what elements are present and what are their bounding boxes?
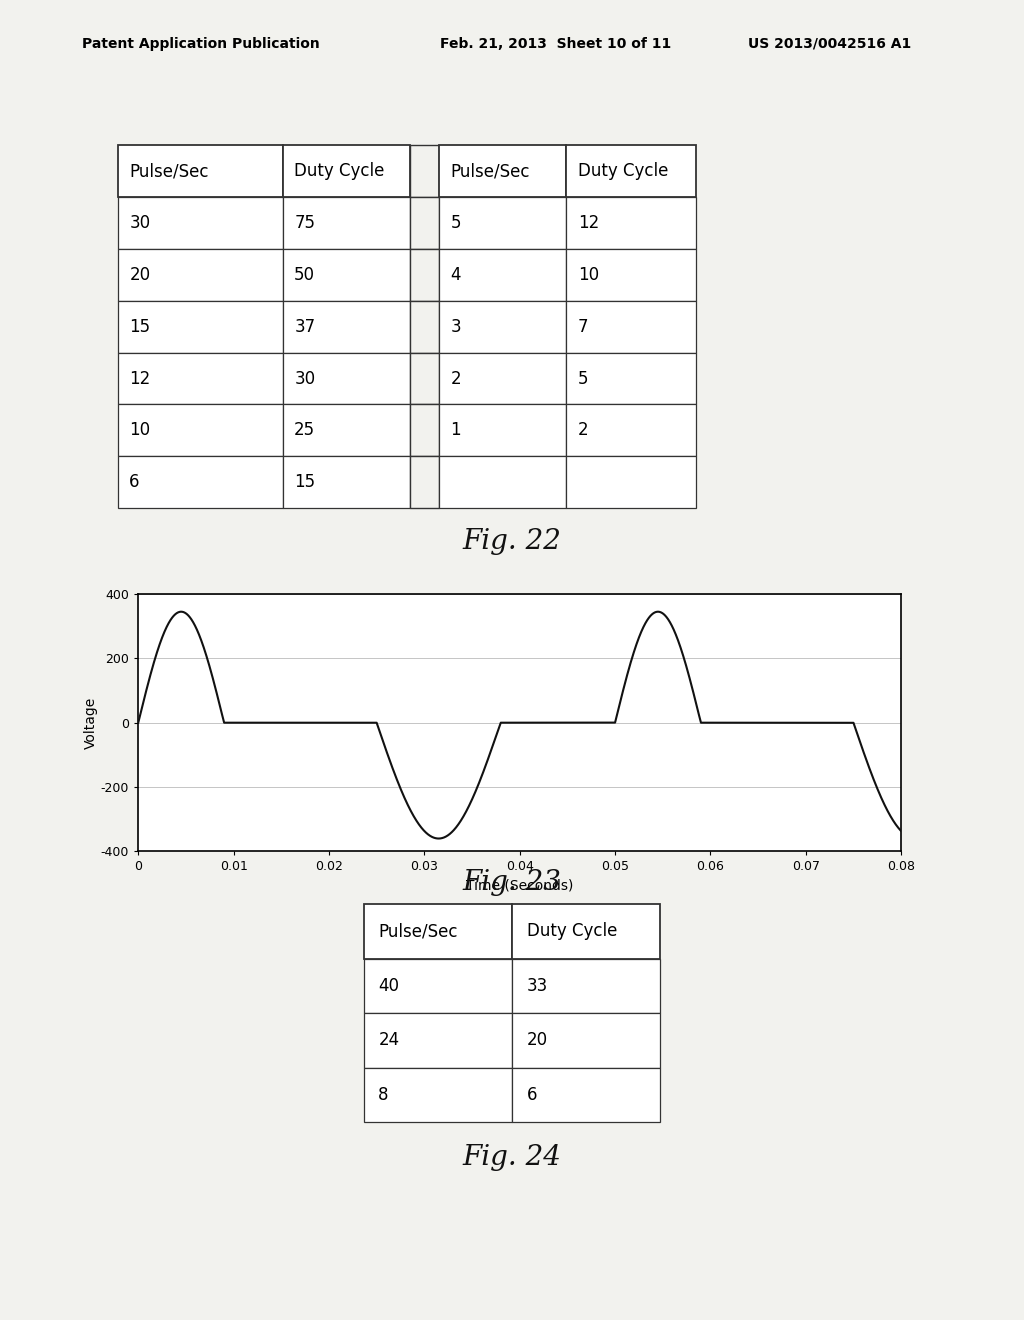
Text: 33: 33	[526, 977, 548, 995]
Bar	[566, 457, 696, 508]
Bar	[410, 249, 439, 301]
Text: 10: 10	[129, 421, 151, 440]
Text: 4: 4	[451, 265, 461, 284]
Bar	[410, 145, 439, 197]
Bar	[364, 1014, 512, 1068]
Bar	[118, 404, 283, 457]
Text: 2: 2	[451, 370, 461, 388]
Text: 6: 6	[129, 474, 140, 491]
Bar	[364, 1068, 512, 1122]
Text: 15: 15	[294, 474, 315, 491]
Text: 5: 5	[451, 214, 461, 232]
Text: 1: 1	[451, 421, 461, 440]
Bar	[410, 301, 439, 352]
Bar	[410, 404, 439, 457]
Bar	[512, 904, 660, 958]
Bar	[283, 249, 410, 301]
Bar	[410, 352, 439, 404]
Text: 12: 12	[129, 370, 151, 388]
Bar	[283, 352, 410, 404]
Text: 40: 40	[379, 977, 399, 995]
Bar	[439, 301, 566, 352]
Bar	[410, 457, 439, 508]
Bar	[118, 352, 283, 404]
Bar	[512, 1014, 660, 1068]
Text: 6: 6	[526, 1086, 538, 1104]
Text: Fig. 23: Fig. 23	[463, 869, 561, 895]
Bar	[364, 958, 512, 1014]
Text: 15: 15	[129, 318, 151, 335]
Text: 24: 24	[379, 1031, 399, 1049]
Bar	[439, 457, 566, 508]
Bar	[118, 249, 283, 301]
Bar	[512, 958, 660, 1014]
Text: 8: 8	[379, 1086, 389, 1104]
Bar	[566, 404, 696, 457]
Text: Feb. 21, 2013  Sheet 10 of 11: Feb. 21, 2013 Sheet 10 of 11	[440, 37, 672, 51]
Bar	[439, 352, 566, 404]
Bar	[283, 404, 410, 457]
Text: US 2013/0042516 A1: US 2013/0042516 A1	[748, 37, 910, 51]
Y-axis label: Voltage: Voltage	[84, 697, 98, 748]
X-axis label: Time (Seconds): Time (Seconds)	[466, 879, 573, 894]
Text: 2: 2	[578, 421, 589, 440]
Text: 30: 30	[129, 214, 151, 232]
Bar	[118, 197, 283, 249]
Text: Pulse/Sec: Pulse/Sec	[129, 162, 209, 180]
Bar	[118, 145, 283, 197]
Text: 10: 10	[578, 265, 599, 284]
Bar	[566, 352, 696, 404]
Text: 50: 50	[294, 265, 315, 284]
Text: 5: 5	[578, 370, 588, 388]
Bar	[566, 301, 696, 352]
Bar	[118, 301, 283, 352]
Text: 75: 75	[294, 214, 315, 232]
Text: 12: 12	[578, 214, 599, 232]
Text: 20: 20	[129, 265, 151, 284]
Text: Duty Cycle: Duty Cycle	[578, 162, 668, 180]
Text: Fig. 22: Fig. 22	[463, 528, 561, 554]
Text: Pulse/Sec: Pulse/Sec	[451, 162, 530, 180]
Bar	[439, 145, 566, 197]
Bar	[118, 457, 283, 508]
Bar	[512, 1068, 660, 1122]
Text: 25: 25	[294, 421, 315, 440]
Text: 20: 20	[526, 1031, 548, 1049]
Bar	[283, 197, 410, 249]
Bar	[566, 145, 696, 197]
Bar	[283, 145, 410, 197]
Text: Pulse/Sec: Pulse/Sec	[379, 923, 458, 940]
Text: Duty Cycle: Duty Cycle	[294, 162, 385, 180]
Bar	[439, 404, 566, 457]
Text: 37: 37	[294, 318, 315, 335]
Bar	[410, 197, 439, 249]
Bar	[566, 197, 696, 249]
Text: 3: 3	[451, 318, 461, 335]
Text: 30: 30	[294, 370, 315, 388]
Text: 7: 7	[578, 318, 588, 335]
Bar	[364, 904, 512, 958]
Text: Patent Application Publication: Patent Application Publication	[82, 37, 319, 51]
Bar	[566, 249, 696, 301]
Text: Fig. 24: Fig. 24	[463, 1144, 561, 1171]
Bar	[439, 249, 566, 301]
Text: Duty Cycle: Duty Cycle	[526, 923, 617, 940]
Bar	[439, 197, 566, 249]
Bar	[283, 457, 410, 508]
Bar	[283, 301, 410, 352]
